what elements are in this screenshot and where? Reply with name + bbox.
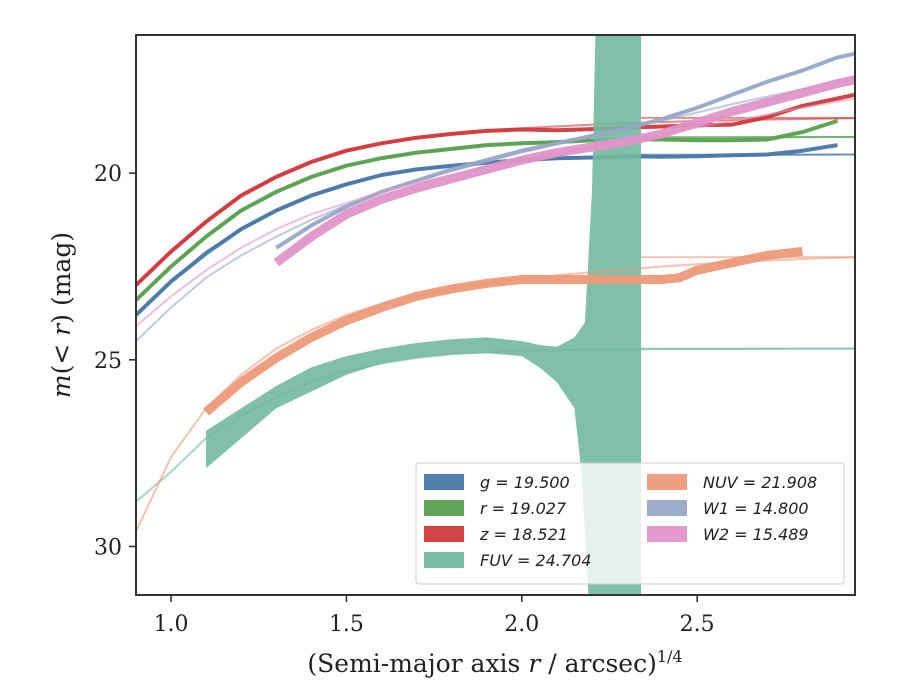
legend-swatch-w2 (647, 526, 687, 542)
x-tick-label: 2.0 (504, 612, 539, 637)
legend-label-nuv: NUV = 21.908 (703, 473, 817, 492)
legend-label-w2: W2 = 15.489 (703, 525, 809, 544)
series-w2-model-line (136, 97, 855, 327)
series-w2-data-line (273, 75, 855, 267)
legend-label-r: r = 19.027 (480, 499, 567, 518)
plot-area (136, 35, 855, 595)
legend-swatch-fuv (424, 552, 464, 568)
legend-box (415, 462, 845, 585)
series-r-data-line (136, 118, 839, 302)
legend-label-z: z = 18.521 (479, 525, 568, 544)
legend-swatch-g (424, 474, 464, 490)
series-z-data-line (136, 92, 855, 287)
legend-swatch-z (424, 526, 464, 542)
x-tick-label: 1.5 (329, 612, 364, 637)
axis-ticks: 1.0 1.5 2.0 2.5 20 25 30 (94, 162, 715, 637)
legend-label-w1: W1 = 14.800 (703, 499, 809, 518)
series-g-model-line (136, 153, 855, 316)
legend-label-g: g = 19.500 (480, 473, 570, 492)
y-axis-label: m(< r) (mag) (47, 232, 76, 398)
y-tick-label: 25 (94, 349, 122, 374)
x-tick-label: 2.5 (680, 612, 715, 637)
series-fuv-band (206, 337, 575, 469)
series-nuv-data-line (203, 247, 803, 416)
x-axis-label: (Semi-major axis r / arcsec)1/4 (307, 647, 682, 678)
legend-swatch-r (424, 500, 464, 516)
legend-label-fuv: FUV = 24.704 (480, 551, 591, 570)
x-tick-label: 1.0 (154, 612, 189, 637)
legend-swatch-nuv (647, 474, 687, 490)
series-fuv-divergence (574, 35, 642, 595)
plot-frame (135, 34, 856, 596)
y-tick-label: 20 (94, 162, 122, 187)
legend-swatch-w1 (647, 500, 687, 516)
legend: g = 19.500 r = 19.027 z = 18.521 FUV = 24.7… (415, 462, 845, 585)
y-tick-label: 30 (94, 535, 122, 560)
